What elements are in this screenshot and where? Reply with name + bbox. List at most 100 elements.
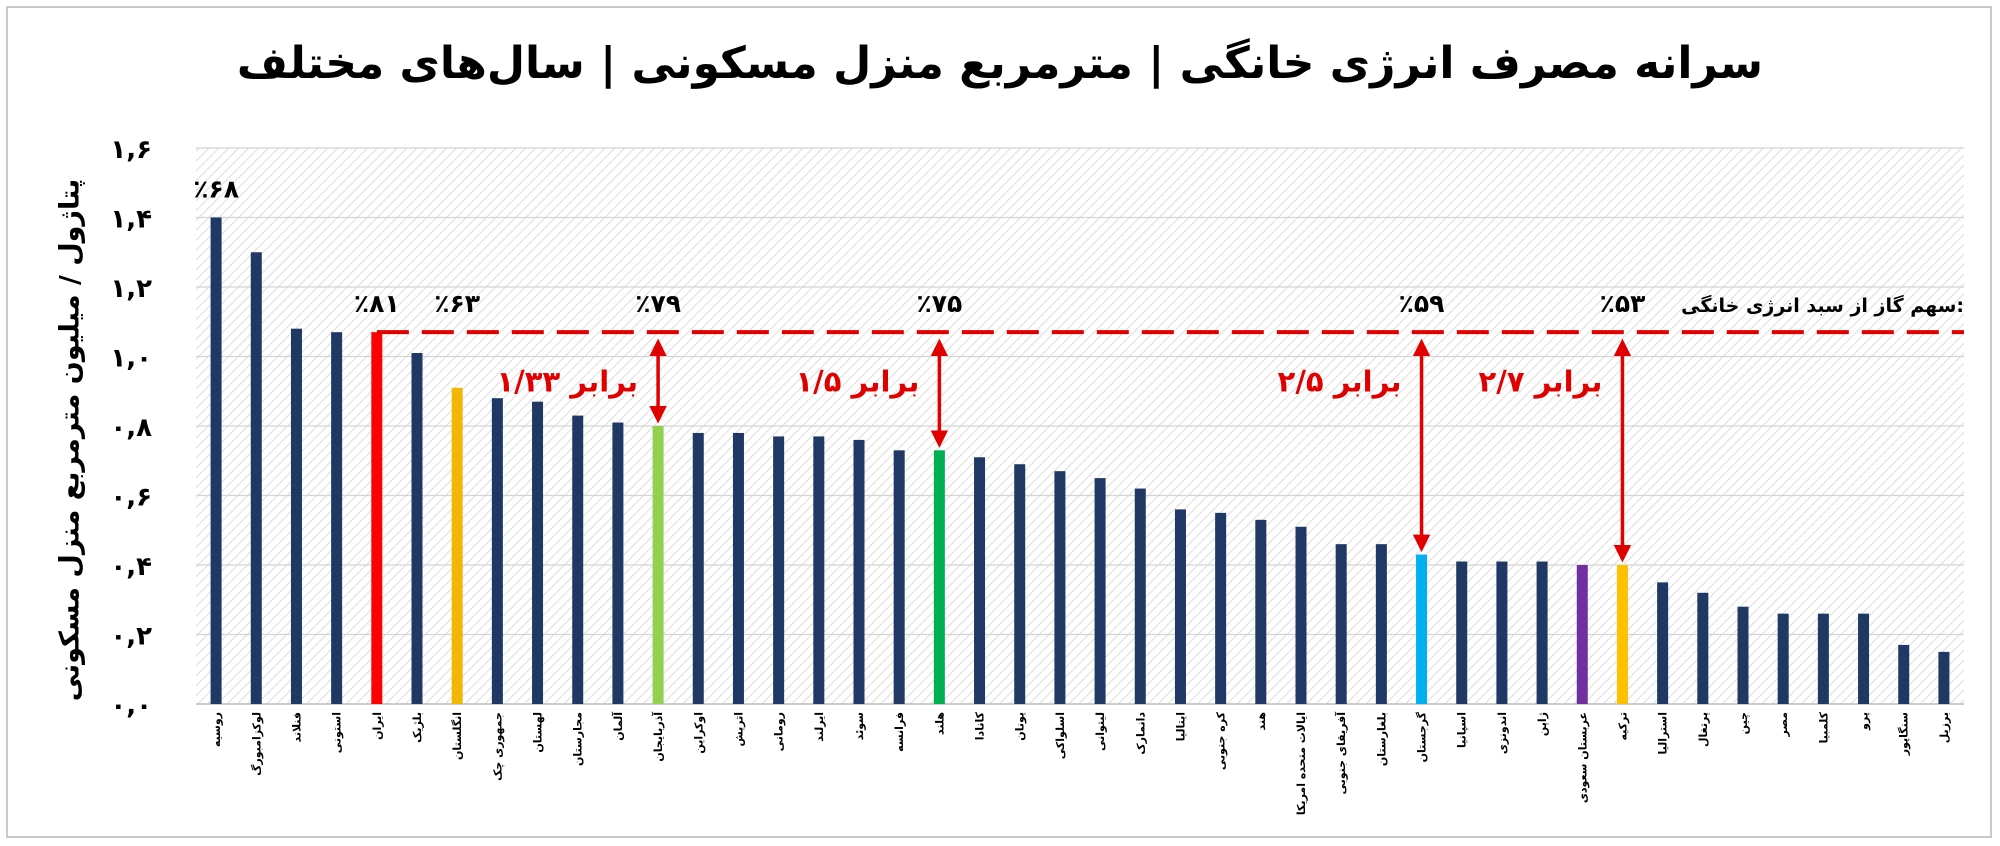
bar <box>853 439 865 704</box>
bar <box>371 332 383 704</box>
x-tick-label: عربستان سعودی <box>1576 712 1589 803</box>
y-tick-labels: ۰,۰ ۰,۲ ۰,۴ ۰,۶ ۰,۸ ۱,۰ ۱,۲ ۱,۴ ۱,۶ <box>110 135 152 721</box>
bar <box>933 450 945 704</box>
x-tick-label: مجارستان <box>572 712 585 766</box>
ratio-label: ۲/۷ برابر <box>1479 364 1603 398</box>
bar <box>1174 509 1186 704</box>
x-tick-label: آذربایجان <box>651 712 665 762</box>
x-tick-label: استرالیا <box>1657 712 1670 754</box>
reference-line-label: سهم گاز از سبد انرژی خانگی: <box>1681 294 1964 317</box>
bar <box>1496 561 1508 704</box>
gas-share-label: ٪۵۳ <box>1600 289 1646 318</box>
y-tick-label: ۰,۴ <box>110 552 152 582</box>
y-tick-label: ۰,۲ <box>110 622 152 652</box>
bar <box>1255 519 1267 704</box>
bar <box>250 252 262 704</box>
bar <box>290 328 302 704</box>
bar <box>1858 613 1870 704</box>
x-tick-label: لهستان <box>532 712 545 753</box>
bar <box>1416 554 1428 704</box>
x-tick-label: آلمان <box>611 712 625 741</box>
y-tick-label: ۱,۲ <box>110 274 152 304</box>
x-tick-label: چین <box>1737 712 1750 734</box>
bar <box>1215 512 1227 704</box>
x-tick-label: پرو <box>1858 712 1871 731</box>
bar <box>1375 544 1387 704</box>
x-tick-label: آفریقای جنوبی <box>1334 712 1348 795</box>
x-tick-label: مصر <box>1777 712 1790 738</box>
bar <box>1576 565 1588 704</box>
x-tick-label: یونان <box>1014 712 1027 741</box>
bar <box>572 415 584 704</box>
bar <box>451 387 463 704</box>
x-tick-labels: روسیه لوکزامبورگ فنلاند استونی ایران بلژیک انگ… <box>210 711 1951 815</box>
bar <box>652 426 664 704</box>
gas-share-label: ٪۵۹ <box>1399 289 1445 318</box>
x-tick-label: اوکراین <box>692 712 705 754</box>
bar <box>331 332 343 704</box>
bar <box>1898 644 1910 704</box>
x-tick-label: ایتالیا <box>1174 712 1187 741</box>
x-tick-label: بلژیک <box>411 712 424 743</box>
bar <box>1616 565 1628 704</box>
x-tick-label: دانمارک <box>1134 712 1147 755</box>
x-tick-label: هند <box>1255 712 1268 730</box>
x-tick-label: سنگاپور <box>1898 712 1911 756</box>
x-tick-label: انگلستان <box>451 712 464 760</box>
x-tick-label: هلند <box>933 712 946 735</box>
x-tick-label: اسپانیا <box>1456 712 1469 748</box>
x-tick-label: کانادا <box>974 711 987 740</box>
y-tick-label: ۰,۰ <box>110 691 152 721</box>
bar <box>773 436 785 704</box>
x-tick-label: اندونزی <box>1496 712 1509 754</box>
x-tick-label: کره جنوبی <box>1215 711 1228 770</box>
ratio-label: ۱/۵ برابر <box>795 364 919 398</box>
annotations: ٪۶۸ ٪۸۱ ٪۶۳ ٪۷۹ ٪۷۵ ٪۵۹ ٪۵۳ سهم گاز از سبد انرژ… <box>193 175 1964 563</box>
bar <box>813 436 825 704</box>
x-tick-label: جمهوری چک <box>491 712 504 781</box>
bar <box>1014 464 1026 704</box>
gas-share-label: ٪۶۳ <box>434 289 480 318</box>
x-tick-label: روسیه <box>210 712 223 747</box>
x-tick-label: لیتوانی <box>1094 712 1107 751</box>
y-tick-label: ۱,۰ <box>110 344 152 374</box>
bar <box>532 401 544 704</box>
x-tick-label: فرانسه <box>893 712 906 752</box>
gas-share-label: ٪۶۸ <box>193 175 239 204</box>
x-tick-label: رومانی <box>773 712 786 751</box>
bar <box>612 422 624 704</box>
bar <box>210 217 222 704</box>
y-tick-label: ۱,۶ <box>110 135 152 165</box>
gas-share-label: ٪۷۵ <box>916 289 962 318</box>
x-tick-label: ایرلند <box>813 712 826 742</box>
bar <box>1536 561 1548 704</box>
x-tick-label: ژاپن <box>1536 712 1549 736</box>
y-tick-label: ۰,۸ <box>110 413 152 443</box>
gas-share-label: ٪۸۱ <box>354 289 400 318</box>
y-tick-label: ۰,۶ <box>110 483 152 513</box>
bar <box>732 432 744 704</box>
bar <box>1817 613 1829 704</box>
bar <box>1094 478 1106 704</box>
bar <box>1456 561 1468 704</box>
y-tick-label: ۱,۴ <box>110 205 152 235</box>
x-tick-label: اسلواکی <box>1054 712 1067 759</box>
x-tick-label: کلمبیا <box>1817 711 1830 743</box>
bar <box>1134 488 1146 704</box>
bar <box>1054 471 1066 704</box>
chart-title: سرانه مصرف انرژی خانگی | مترمربع منزل مس… <box>236 38 1764 89</box>
bar <box>692 432 704 704</box>
grid-lines <box>196 147 1964 705</box>
bars <box>210 217 1950 704</box>
x-tick-label: ترکیه <box>1616 712 1629 741</box>
bar <box>491 398 503 704</box>
x-tick-label: فنلاند <box>290 712 303 743</box>
gas-share-label: ٪۷۹ <box>635 289 681 318</box>
x-tick-label: برزیل <box>1938 712 1951 743</box>
x-tick-label: اتریش <box>732 712 745 746</box>
bar <box>1777 613 1789 704</box>
bar <box>974 457 986 704</box>
bar <box>1657 582 1669 704</box>
bar <box>1737 606 1749 704</box>
